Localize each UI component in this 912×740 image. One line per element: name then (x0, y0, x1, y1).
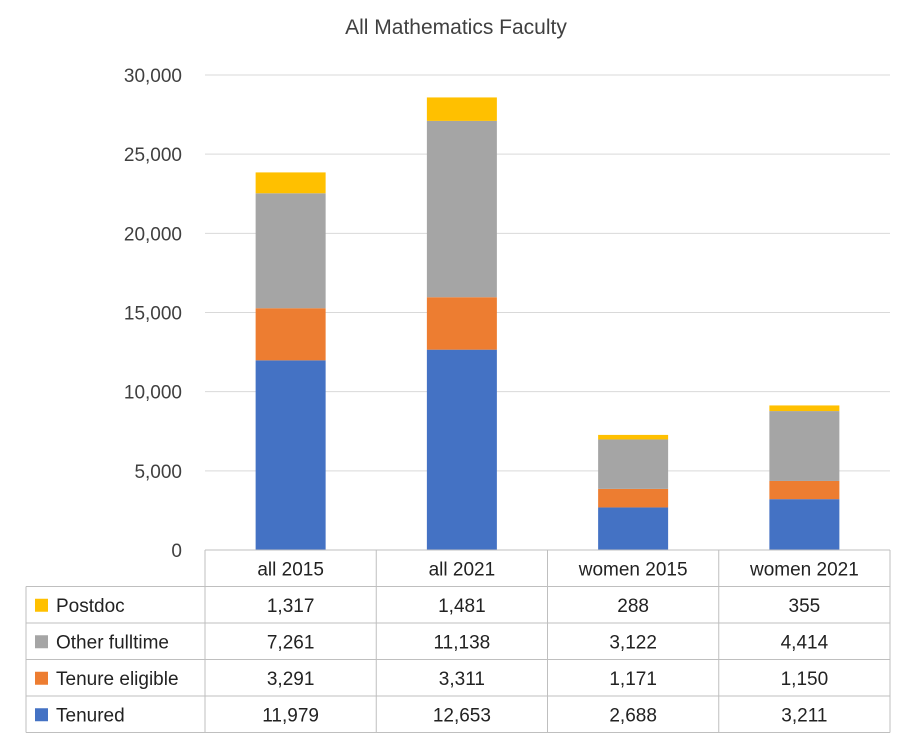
legend-key (35, 635, 48, 649)
data-label: 3,291 (267, 669, 315, 690)
data-label: 355 (789, 596, 821, 617)
bar-segment (769, 405, 840, 412)
bar-segment (426, 297, 497, 350)
bar-segment (769, 499, 840, 550)
y-tick-label: 25,000 (124, 145, 182, 166)
bar-segment (598, 488, 669, 508)
bar-segment (598, 434, 669, 440)
series-name: Other fulltime (56, 632, 169, 653)
y-tick-label: 10,000 (124, 383, 182, 404)
series-name: Postdoc (56, 596, 125, 617)
data-label: 11,138 (434, 632, 491, 653)
bar-segment (255, 308, 326, 361)
bar-segment (426, 97, 497, 121)
x-category-label: all 2015 (257, 559, 324, 580)
data-label: 3,122 (609, 632, 657, 653)
legend-key (35, 598, 48, 612)
bar-segment (769, 480, 840, 500)
data-label: 11,979 (262, 705, 319, 726)
x-category-label: all 2021 (429, 559, 496, 580)
x-category-label: women 2021 (749, 559, 859, 580)
data-label: 1,171 (609, 669, 657, 690)
y-tick-label: 15,000 (124, 304, 182, 325)
bar-segment (255, 172, 326, 194)
data-label: 1,150 (781, 669, 829, 690)
series-name: Tenure eligible (56, 669, 179, 690)
bar-segment (426, 349, 497, 550)
chart-title: All Mathematics Faculty (345, 16, 567, 39)
y-tick-label: 0 (171, 541, 182, 562)
data-label: 4,414 (781, 632, 829, 653)
data-label: 1,481 (438, 596, 486, 617)
bar-segment (255, 193, 326, 309)
legend-key (35, 708, 48, 722)
bar-segment (598, 439, 669, 489)
y-tick-label: 30,000 (124, 66, 182, 87)
bar-segment (769, 411, 840, 481)
data-label: 2,688 (609, 705, 657, 726)
x-category-label: women 2015 (578, 559, 688, 580)
data-label: 3,311 (439, 669, 485, 690)
y-tick-label: 20,000 (124, 224, 182, 245)
data-label: 288 (617, 596, 649, 617)
data-label: 3,211 (781, 705, 827, 726)
bar-segment (598, 507, 669, 550)
data-label: 12,653 (433, 705, 491, 726)
series-name: Tenured (56, 705, 125, 726)
y-tick-label: 5,000 (134, 462, 182, 483)
data-label: 1,317 (267, 596, 315, 617)
bar-segment (255, 360, 326, 550)
legend-key (35, 671, 48, 685)
bar-segment (426, 120, 497, 298)
data-label: 7,261 (267, 632, 315, 653)
